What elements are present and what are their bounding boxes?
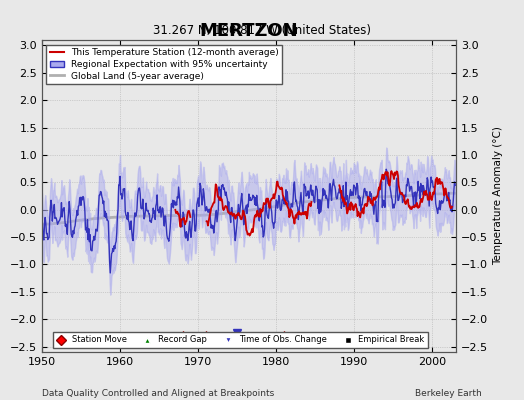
Title: MERTZON: MERTZON xyxy=(200,22,298,40)
Text: Berkeley Earth: Berkeley Earth xyxy=(416,389,482,398)
Y-axis label: Temperature Anomaly (°C): Temperature Anomaly (°C) xyxy=(494,126,504,266)
Text: Data Quality Controlled and Aligned at Breakpoints: Data Quality Controlled and Aligned at B… xyxy=(42,389,274,398)
Legend: Station Move, Record Gap, Time of Obs. Change, Empirical Break: Station Move, Record Gap, Time of Obs. C… xyxy=(53,332,428,348)
Text: 31.267 N, 100.817 W (United States): 31.267 N, 100.817 W (United States) xyxy=(153,24,371,37)
